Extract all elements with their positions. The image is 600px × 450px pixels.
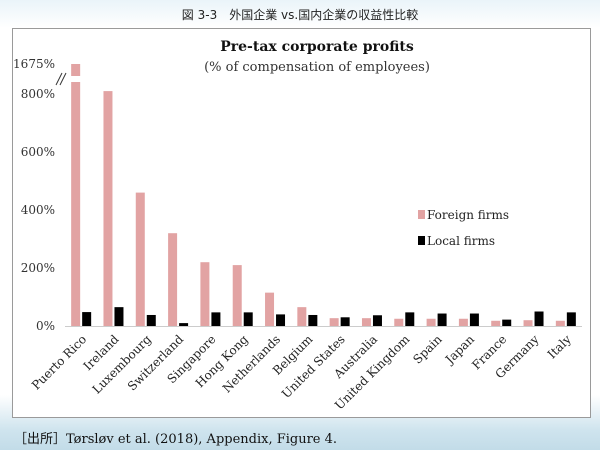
bar-local-luxembourg [146, 314, 156, 326]
bar-foreign-belgium [297, 307, 307, 326]
legend-label: Local firms [427, 234, 495, 248]
bar-foreign-united-states [329, 318, 339, 326]
bar-foreign-italy [555, 320, 565, 326]
chart-svg: Pre-tax corporate profits (% of compensa… [13, 39, 582, 413]
bar-local-germany [534, 311, 544, 326]
bar-local-france [502, 319, 512, 326]
axis-break-marker [55, 72, 67, 86]
bar-local-australia [372, 315, 382, 326]
bar-local-spain [437, 313, 447, 326]
legend: Foreign firms Local firms [418, 208, 509, 248]
y-axis-ticks: 0% 200% 400% 600% 800% 1675% [13, 57, 55, 333]
y-tick-label: 800% [21, 87, 55, 101]
bar-foreign-netherlands [265, 292, 275, 326]
bar-foreign-spain [426, 318, 436, 326]
y-tick-label: 0% [36, 319, 55, 333]
bar-local-united-states [340, 317, 350, 326]
bar-local-japan [469, 313, 479, 326]
bar-foreign-france [491, 320, 501, 326]
x-axis-labels: Puerto RicoIrelandLuxembourgSwitzerlandS… [29, 332, 574, 413]
y-tick-label: 200% [21, 261, 55, 275]
x-tick-label: Spain [410, 332, 445, 367]
y-tick-label: 600% [21, 145, 55, 159]
y-tick-label: 400% [21, 203, 55, 217]
chart-panel: Pre-tax corporate profits (% of compensa… [12, 28, 591, 418]
bar-foreign-united-kingdom [394, 318, 404, 326]
bar-local-switzerland [179, 323, 189, 326]
bars-group [70, 64, 576, 326]
bar-local-ireland [114, 307, 124, 326]
bar-foreign-puerto-rico [71, 64, 81, 326]
x-tick-label: Italy [545, 332, 574, 361]
legend-swatch [418, 210, 425, 219]
bar-local-netherlands [276, 314, 286, 326]
bar-foreign-singapore [200, 262, 210, 326]
bar-foreign-australia [361, 318, 371, 326]
axis-break-slash [55, 72, 63, 86]
bar-local-puerto-rico [82, 312, 92, 326]
y-tick-label: 1675% [13, 57, 55, 71]
figure-caption: 図 3-3 外国企業 vs.国内企業の収益性比較 [181, 8, 419, 22]
axis-break-slash [59, 72, 67, 86]
bar-break-gap [70, 76, 82, 82]
chart-title: Pre-tax corporate profits [220, 39, 414, 55]
bar-foreign-hong-kong [232, 265, 242, 326]
bar-foreign-luxembourg [135, 192, 145, 326]
bar-foreign-switzerland [168, 233, 178, 326]
legend-label: Foreign firms [427, 208, 509, 222]
bar-local-belgium [308, 314, 318, 326]
bar-local-united-kingdom [405, 312, 415, 326]
legend-swatch [418, 236, 425, 245]
bar-local-singapore [211, 312, 221, 326]
bar-local-italy [566, 312, 576, 326]
bar-foreign-germany [523, 320, 533, 326]
chart-subtitle: (% of compensation of employees) [204, 60, 430, 75]
bar-foreign-ireland [103, 91, 113, 326]
bar-local-hong-kong [243, 312, 253, 326]
bar-foreign-japan [458, 318, 468, 326]
source-note: ［出所］Tørsløv et al. (2018), Appendix, Fig… [14, 432, 338, 447]
